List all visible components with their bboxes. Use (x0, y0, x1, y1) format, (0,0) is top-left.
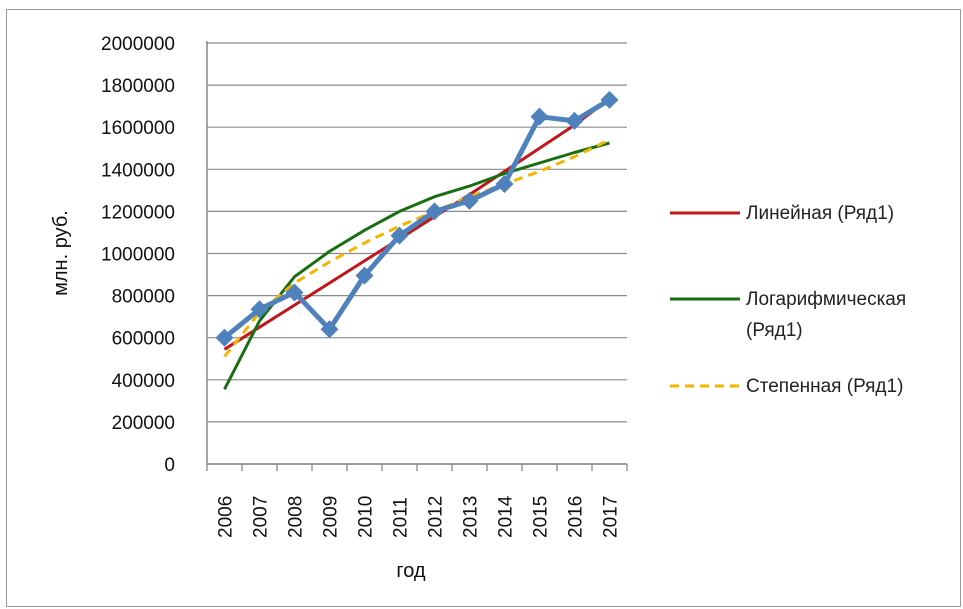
y-tick-label: 1400000 (101, 160, 175, 181)
y-tick-label: 2000000 (101, 34, 175, 55)
x-tick-label: 2012 (426, 496, 447, 538)
legend-label: Степенная (Ряд1) (746, 376, 903, 397)
x-tick-label: 2010 (356, 496, 377, 538)
data-point-marker (355, 266, 374, 285)
legend-item-linear: Линейная (Ряд1) (670, 203, 894, 224)
x-axis-label: год (396, 560, 426, 582)
data-point-marker (285, 283, 304, 302)
y-tick-label: 600000 (112, 329, 175, 350)
x-tick-label: 2013 (461, 496, 482, 538)
legend-label: Линейная (Ряд1) (746, 203, 894, 224)
x-tick-label: 2008 (286, 496, 307, 538)
y-tick-label: 1000000 (101, 245, 175, 266)
data-point-marker (425, 202, 444, 221)
data-point-marker (460, 191, 479, 210)
trendline-power (223, 138, 611, 358)
y-tick-label: 200000 (112, 413, 175, 434)
x-tick-label: 2011 (391, 497, 412, 538)
axes (206, 41, 628, 471)
data-point-marker (495, 175, 514, 194)
data-point-marker (565, 111, 584, 130)
x-tick-label: 2017 (601, 496, 622, 538)
gridlines (207, 42, 627, 423)
y-tick-label: 1600000 (101, 118, 175, 139)
y-tick-label: 0 (164, 455, 175, 476)
trendline-logarithmic (223, 141, 610, 390)
legend-item-power: Степенная (Ряд1) (670, 376, 903, 397)
legend-item-logarithmic: Логарифмическая (Ряд1) (670, 289, 906, 341)
x-tick-label: 2015 (531, 496, 552, 538)
line-chart: 0 200000 400000 600000 800000 1000000 1200000 1… (50, 34, 906, 582)
y-tick-label: 1800000 (101, 76, 175, 97)
data-point-marker (215, 328, 234, 347)
data-series (215, 90, 619, 347)
legend-label: (Ряд1) (746, 320, 803, 341)
y-axis-label: млн. руб. (50, 210, 72, 296)
data-point-marker (600, 90, 619, 109)
data-point-marker (530, 107, 549, 126)
x-tick-label: 2016 (566, 496, 587, 538)
y-tick-label: 400000 (112, 371, 175, 392)
trendline-linear (223, 97, 611, 351)
legend-label: Логарифмическая (746, 289, 906, 310)
trendlines (223, 97, 611, 390)
y-tick-labels: 0 200000 400000 600000 800000 1000000 1200000 1… (101, 34, 175, 476)
x-tick-label: 2007 (251, 496, 272, 538)
x-tick-labels: 2006 2007 2008 2009 2010 2011 2012 2013 2014 2015… (216, 495, 622, 538)
data-point-marker (390, 226, 409, 245)
legend: Линейная (Ряд1) Логарифмическая (Ряд1) Степ… (670, 203, 906, 397)
y-tick-label: 800000 (112, 287, 175, 308)
x-tick-label: 2014 (496, 495, 517, 538)
x-tick-label: 2006 (216, 496, 237, 538)
data-point-marker (250, 300, 269, 319)
data-point-marker (320, 320, 339, 339)
x-tick-label: 2009 (321, 496, 342, 538)
chart-frame: 0 200000 400000 600000 800000 1000000 1200000 1… (6, 9, 961, 607)
y-tick-label: 1200000 (101, 202, 175, 223)
